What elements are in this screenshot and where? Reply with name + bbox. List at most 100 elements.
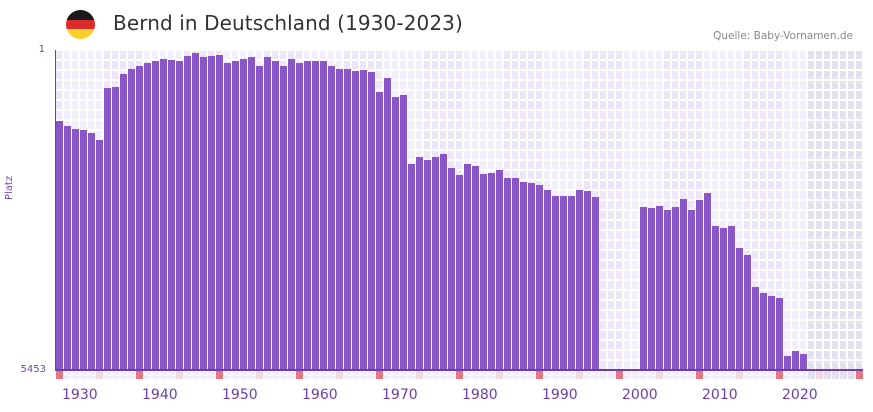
bar-1954[interactable] <box>256 66 263 370</box>
bar-1930[interactable] <box>64 126 71 370</box>
bar-1990[interactable] <box>544 190 551 370</box>
bar-1939[interactable] <box>136 66 143 370</box>
bar-1957[interactable] <box>280 66 287 370</box>
bar-2009[interactable] <box>696 200 703 370</box>
year-marker-strip <box>56 371 863 379</box>
bar-2007[interactable] <box>680 199 687 370</box>
bar-1940[interactable] <box>144 63 151 370</box>
bar-2004[interactable] <box>656 206 663 370</box>
bar-1965[interactable] <box>344 69 351 370</box>
bar-2003[interactable] <box>648 208 655 370</box>
bar-1955[interactable] <box>264 57 271 370</box>
bar-2022[interactable] <box>800 354 807 370</box>
bar-1931[interactable] <box>72 129 79 370</box>
bar-1960[interactable] <box>304 61 311 370</box>
bar-1981[interactable] <box>472 166 479 370</box>
bar-1950[interactable] <box>224 63 231 370</box>
bar-1982[interactable] <box>480 174 487 370</box>
bar-1967[interactable] <box>360 70 367 370</box>
bar-1945[interactable] <box>184 56 191 370</box>
bar-2018[interactable] <box>768 296 775 370</box>
bar-1969[interactable] <box>376 92 383 370</box>
bar-1970[interactable] <box>384 78 391 370</box>
bar-2010[interactable] <box>704 193 711 370</box>
bar-1961[interactable] <box>312 61 319 370</box>
x-tick-1930: 1930 <box>62 387 98 403</box>
bar-1963[interactable] <box>328 66 335 370</box>
bar-1933[interactable] <box>88 133 95 370</box>
bar-1968[interactable] <box>368 72 375 370</box>
bar-1929[interactable] <box>56 121 63 370</box>
bar-2012[interactable] <box>720 228 727 370</box>
bar-1944[interactable] <box>176 61 183 370</box>
bar-1987[interactable] <box>520 182 527 370</box>
bar-1936[interactable] <box>112 87 119 370</box>
bar-1988[interactable] <box>528 183 535 370</box>
bar-1975[interactable] <box>424 160 431 370</box>
bar-1985[interactable] <box>504 178 511 370</box>
bar-1958[interactable] <box>288 59 295 370</box>
bar-1934[interactable] <box>96 140 103 370</box>
bar-2008[interactable] <box>688 210 695 370</box>
bar-1992[interactable] <box>560 196 567 370</box>
bar-1984[interactable] <box>496 170 503 370</box>
bar-1964[interactable] <box>336 69 343 370</box>
bar-1943[interactable] <box>168 60 175 370</box>
bar-2021[interactable] <box>792 351 799 370</box>
bar-2011[interactable] <box>712 226 719 370</box>
bar-1971[interactable] <box>392 97 399 370</box>
bar-1946[interactable] <box>192 53 199 370</box>
bar-1941[interactable] <box>152 61 159 370</box>
bar-1976[interactable] <box>432 157 439 370</box>
bar-1932[interactable] <box>80 130 87 370</box>
bar-2005[interactable] <box>664 210 671 370</box>
x-axis-line <box>55 369 863 371</box>
bar-1953[interactable] <box>248 57 255 370</box>
bar-1937[interactable] <box>120 74 127 370</box>
bar-2020[interactable] <box>784 356 791 370</box>
bar-1994[interactable] <box>576 190 583 370</box>
bar-2013[interactable] <box>728 226 735 370</box>
bar-1938[interactable] <box>128 69 135 370</box>
bar-1996[interactable] <box>592 197 599 370</box>
bar-1977[interactable] <box>440 154 447 370</box>
bar-1935[interactable] <box>104 88 111 370</box>
bar-2006[interactable] <box>672 207 679 370</box>
bar-1986[interactable] <box>512 178 519 370</box>
bar-1973[interactable] <box>408 164 415 370</box>
bar-chart-plot <box>56 51 862 370</box>
x-tick-1940: 1940 <box>142 387 178 403</box>
bar-2019[interactable] <box>776 298 783 370</box>
y-axis-line <box>55 50 56 370</box>
bar-1989[interactable] <box>536 185 543 370</box>
bar-2015[interactable] <box>744 255 751 370</box>
bar-1966[interactable] <box>352 71 359 370</box>
bar-1942[interactable] <box>160 59 167 370</box>
bar-1951[interactable] <box>232 61 239 370</box>
bar-1956[interactable] <box>272 61 279 370</box>
bar-1980[interactable] <box>464 164 471 370</box>
bar-1991[interactable] <box>552 196 559 370</box>
bar-1947[interactable] <box>200 57 207 370</box>
bar-1983[interactable] <box>488 173 495 370</box>
bar-1995[interactable] <box>584 191 591 370</box>
bar-1993[interactable] <box>568 196 575 370</box>
x-tick-1960: 1960 <box>302 387 338 403</box>
x-tick-1970: 1970 <box>382 387 418 403</box>
x-tick-1990: 1990 <box>542 387 578 403</box>
bar-2017[interactable] <box>760 293 767 370</box>
bar-1962[interactable] <box>320 61 327 370</box>
bar-1979[interactable] <box>456 175 463 370</box>
source-credit: Quelle: Baby-Vornamen.de <box>713 30 853 42</box>
bar-2014[interactable] <box>736 248 743 370</box>
bar-2002[interactable] <box>640 207 647 370</box>
bar-1949[interactable] <box>216 55 223 370</box>
x-tick-2010: 2010 <box>702 387 738 403</box>
bar-1959[interactable] <box>296 63 303 370</box>
bar-1948[interactable] <box>208 56 215 370</box>
bar-2016[interactable] <box>752 287 759 370</box>
bar-1978[interactable] <box>448 168 455 370</box>
bar-1972[interactable] <box>400 95 407 370</box>
bar-1952[interactable] <box>240 59 247 370</box>
bar-1974[interactable] <box>416 157 423 370</box>
